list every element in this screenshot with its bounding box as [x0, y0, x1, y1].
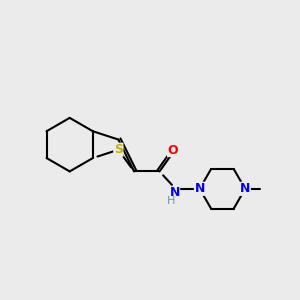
Text: N: N — [194, 182, 205, 195]
Text: N: N — [170, 186, 181, 199]
Text: N: N — [194, 182, 205, 195]
Text: O: O — [168, 143, 178, 157]
Text: N: N — [240, 182, 250, 195]
Text: H: H — [167, 196, 175, 206]
Text: S: S — [114, 143, 123, 156]
